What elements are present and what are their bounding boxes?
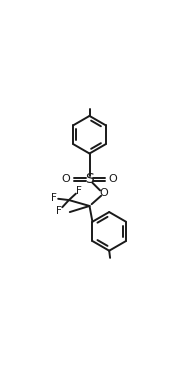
Text: S: S <box>85 172 94 187</box>
Text: O: O <box>62 174 71 184</box>
Text: O: O <box>108 174 117 184</box>
Text: O: O <box>99 187 108 197</box>
Text: F: F <box>51 193 57 203</box>
Text: F: F <box>56 206 62 216</box>
Text: F: F <box>76 186 82 196</box>
